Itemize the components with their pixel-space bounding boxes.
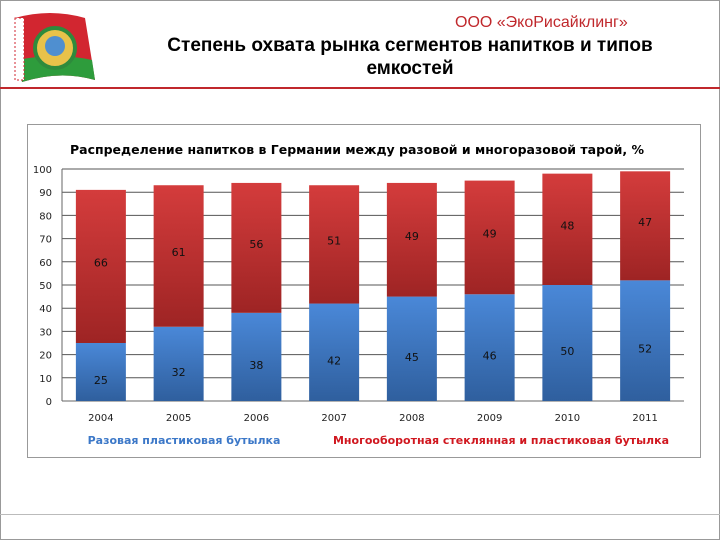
x-tick-label: 2007 — [321, 413, 346, 424]
chart-title: Распределение напитков в Германии между … — [70, 142, 645, 157]
data-label: 49 — [405, 230, 419, 243]
slide-title: Степень охвата рынка сегментов напитков … — [167, 35, 653, 79]
data-label: 51 — [327, 234, 341, 247]
data-label: 66 — [94, 256, 108, 269]
bar-reusable — [620, 171, 671, 281]
legend-series-1: Разовая пластиковая бутылка — [88, 434, 281, 447]
data-label: 42 — [327, 354, 341, 367]
bar-disposable — [386, 296, 437, 401]
bar-disposable — [464, 294, 515, 401]
bar-reusable — [309, 185, 360, 304]
bar-reusable — [542, 173, 593, 285]
data-label: 49 — [483, 227, 497, 240]
data-label: 46 — [483, 350, 497, 363]
data-label: 45 — [405, 351, 419, 364]
company-name: ООО «ЭкоРисайклинг» — [455, 14, 628, 31]
y-tick-label: 30 — [39, 327, 52, 338]
y-tick-label: 50 — [39, 281, 52, 292]
y-tick-label: 20 — [39, 351, 52, 362]
header-divider — [0, 87, 720, 89]
data-label: 48 — [560, 219, 574, 232]
bar-disposable — [75, 343, 126, 401]
bar-disposable — [309, 303, 360, 401]
bar-disposable — [620, 280, 671, 401]
bar-disposable — [542, 285, 593, 401]
data-label: 25 — [94, 374, 108, 387]
bar-reusable — [153, 185, 204, 327]
y-tick-label: 10 — [39, 374, 52, 385]
data-label: 38 — [249, 359, 263, 372]
y-tick-label: 0 — [46, 397, 52, 408]
footer-divider — [0, 514, 720, 515]
bar-reusable — [231, 182, 282, 313]
data-label: 50 — [560, 345, 574, 358]
bar-reusable — [75, 189, 126, 343]
y-tick-label: 90 — [39, 188, 52, 199]
x-tick-label: 2008 — [399, 413, 424, 424]
x-tick-label: 2009 — [477, 413, 502, 424]
data-label: 61 — [172, 246, 186, 259]
bar-disposable — [153, 326, 204, 401]
bar-disposable — [231, 312, 282, 401]
x-tick-label: 2010 — [555, 413, 580, 424]
x-tick-label: 2005 — [166, 413, 191, 424]
y-tick-label: 60 — [39, 258, 52, 269]
chart-border — [27, 124, 701, 458]
data-label: 32 — [172, 366, 186, 379]
stacked-bar-chart: Распределение напитков в Германии между … — [27, 124, 701, 458]
x-tick-label: 2011 — [632, 413, 657, 424]
coat-of-arms-logo — [14, 13, 95, 82]
data-label: 52 — [638, 343, 652, 356]
data-label: 56 — [249, 238, 263, 251]
data-label: 47 — [638, 216, 652, 229]
y-tick-label: 80 — [39, 211, 52, 222]
x-tick-label: 2004 — [88, 413, 113, 424]
bar-reusable — [386, 182, 437, 297]
y-tick-label: 70 — [39, 235, 52, 246]
legend-series-2: Многооборотная стеклянная и пластиковая … — [333, 434, 669, 447]
y-tick-label: 40 — [39, 304, 52, 315]
y-tick-label: 100 — [33, 165, 52, 176]
bar-reusable — [464, 180, 515, 295]
x-tick-label: 2006 — [244, 413, 269, 424]
